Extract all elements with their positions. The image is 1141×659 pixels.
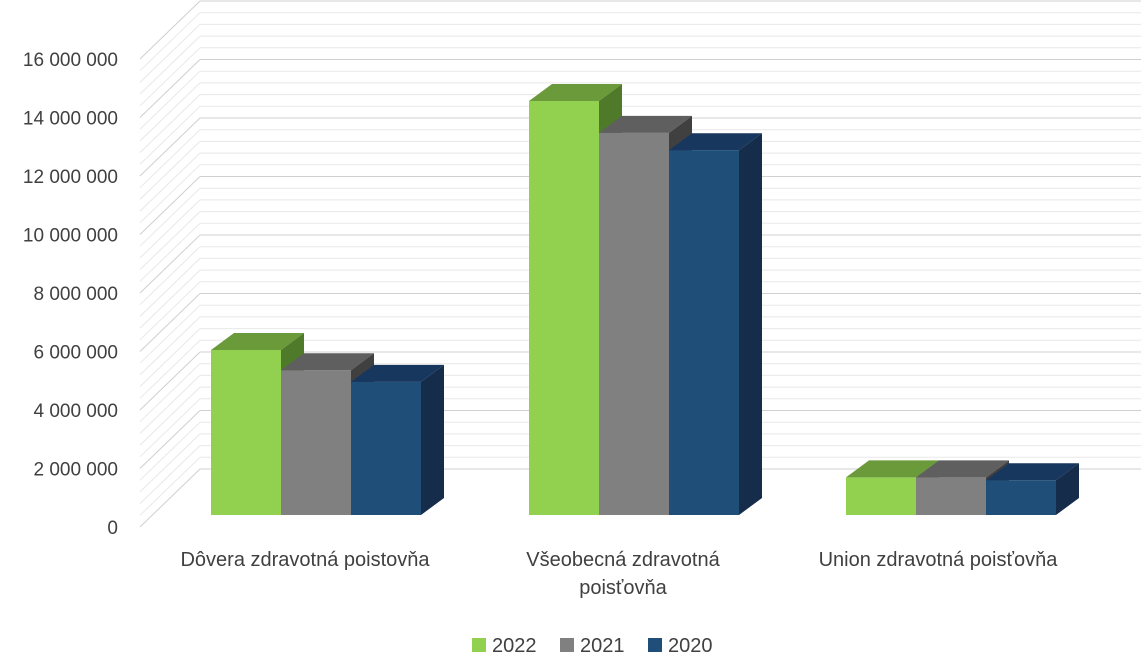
bar-top bbox=[599, 115, 692, 133]
gridline-diagonal bbox=[139, 304, 201, 364]
gridline-diagonal bbox=[139, 316, 201, 376]
gridline-diagonal bbox=[139, 82, 201, 142]
gridline-diagonal bbox=[139, 269, 201, 329]
bar-top bbox=[846, 460, 939, 478]
gridline-diagonal bbox=[139, 351, 201, 411]
gridline-diagonal bbox=[139, 94, 201, 153]
bar-front bbox=[599, 132, 669, 515]
gridline-diagonal bbox=[139, 363, 201, 423]
legend-label: 2020 bbox=[668, 635, 713, 657]
y-tick-label: 10 000 000 bbox=[23, 226, 118, 247]
bar-side bbox=[739, 133, 762, 515]
gridline-diagonal bbox=[139, 0, 201, 60]
category-label: poisťovňa bbox=[579, 577, 667, 599]
gridline-diagonal bbox=[139, 445, 201, 504]
gridline-diagonal bbox=[139, 328, 201, 387]
gridline-diagonal bbox=[139, 117, 201, 177]
bar-front bbox=[986, 480, 1056, 515]
category-label: Dôvera zdravotná poistovňa bbox=[180, 549, 430, 571]
gridline-diagonal bbox=[139, 199, 201, 259]
gridline-diagonal bbox=[139, 187, 201, 247]
gridline-diagonal bbox=[139, 35, 201, 95]
gridline-diagonal bbox=[139, 456, 201, 516]
legend-swatch bbox=[472, 638, 486, 652]
gridline-diagonal bbox=[139, 59, 201, 118]
y-tick-label: 6 000 000 bbox=[33, 343, 118, 364]
x-axis-labels: Dôvera zdravotná poistovňa Všeobecná zdra… bbox=[180, 549, 1058, 599]
gridline-diagonal bbox=[139, 468, 201, 528]
bar-top bbox=[986, 463, 1079, 481]
gridline-diagonal bbox=[139, 258, 201, 317]
gridline-diagonal bbox=[139, 211, 201, 270]
bar bbox=[669, 133, 762, 515]
bar-top bbox=[529, 84, 622, 101]
gridline-diagonal bbox=[139, 164, 201, 224]
legend: 2022 2021 2020 bbox=[472, 635, 713, 657]
gridline-diagonal bbox=[139, 433, 201, 493]
y-tick-label: 16 000 000 bbox=[23, 50, 118, 71]
y-tick-label: 12 000 000 bbox=[23, 167, 118, 188]
gridline-diagonal bbox=[139, 375, 201, 434]
gridline-diagonal bbox=[139, 398, 201, 458]
y-tick-label: 0 bbox=[107, 518, 118, 539]
category-label: Všeobecná zdravotná bbox=[526, 549, 720, 571]
gridline-diagonal bbox=[139, 70, 201, 130]
gridline-diagonal bbox=[139, 339, 201, 399]
gridline-diagonal bbox=[139, 152, 201, 212]
gridline-diagonal bbox=[139, 105, 201, 165]
bar bbox=[351, 364, 444, 515]
legend-label: 2022 bbox=[492, 635, 537, 657]
gridline-diagonal bbox=[139, 141, 201, 200]
gridline-diagonal bbox=[139, 129, 201, 189]
legend-item: 2020 bbox=[648, 635, 713, 657]
gridline-diagonal bbox=[139, 24, 201, 83]
y-tick-label: 2 000 000 bbox=[33, 460, 118, 481]
gridline-diagonal bbox=[139, 281, 201, 341]
bar-front bbox=[669, 150, 739, 515]
gridline-diagonal bbox=[139, 176, 201, 235]
y-tick-label: 14 000 000 bbox=[23, 109, 118, 130]
gridline-diagonal bbox=[139, 410, 201, 469]
bar-front bbox=[351, 381, 421, 515]
bar-front bbox=[846, 477, 916, 515]
bars bbox=[211, 84, 1079, 515]
category-label: Union zdravotná poisťovňa bbox=[819, 549, 1059, 571]
legend-item: 2021 bbox=[560, 635, 625, 657]
y-tick-label: 4 000 000 bbox=[33, 401, 118, 422]
bar bbox=[986, 463, 1079, 515]
bar-front bbox=[211, 349, 281, 515]
legend-label: 2021 bbox=[580, 635, 625, 657]
gridline-diagonal bbox=[139, 421, 201, 481]
gridline-diagonal bbox=[139, 12, 201, 72]
gridline-diagonal bbox=[139, 293, 201, 352]
gridline-diagonal bbox=[139, 47, 201, 107]
y-axis-ticks: 0 2 000 000 4 000 000 6 000 000 8 000 000 10 … bbox=[23, 50, 118, 539]
gridline-diagonal bbox=[139, 234, 201, 294]
gridline-diagonal bbox=[139, 222, 201, 282]
bar-front bbox=[529, 101, 599, 515]
y-tick-label: 8 000 000 bbox=[33, 284, 118, 305]
bar-top bbox=[281, 353, 374, 371]
gridline-diagonal bbox=[139, 246, 201, 306]
legend-swatch bbox=[560, 638, 574, 652]
legend-item: 2022 bbox=[472, 635, 537, 657]
bar-side bbox=[421, 364, 444, 515]
gridline-diagonal bbox=[139, 386, 201, 446]
bar-side bbox=[1056, 463, 1079, 515]
legend-swatch bbox=[648, 638, 662, 652]
bar-front bbox=[916, 477, 986, 515]
bar-top bbox=[211, 332, 304, 350]
bar-top bbox=[351, 364, 444, 382]
bar-front bbox=[281, 370, 351, 515]
bar-top bbox=[669, 133, 762, 151]
bar-top bbox=[916, 460, 1009, 478]
